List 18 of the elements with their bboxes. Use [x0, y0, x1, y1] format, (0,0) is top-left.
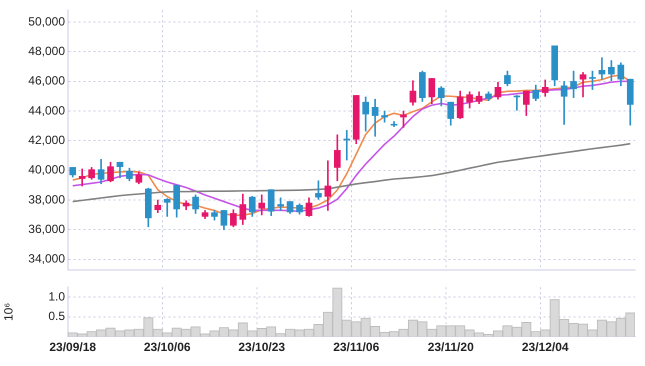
y-tick-label: 40,000 — [28, 162, 66, 177]
y-tick-label: 0.5 — [48, 309, 66, 324]
y-tick-label: 36,000 — [28, 222, 66, 236]
y-tick-label: 46,000 — [28, 74, 66, 88]
y-tick-label: 48,000 — [28, 44, 66, 58]
x-tick-label: 23/09/18 — [49, 340, 96, 354]
y-axis-title: 10⁶ — [2, 302, 16, 322]
x-tick-label: 23/10/06 — [144, 340, 191, 354]
y-tick-label: 50,000 — [28, 14, 66, 28]
y-tick-label: 44,000 — [28, 103, 66, 118]
y-tick-label: 38,000 — [28, 192, 66, 206]
x-tick-label: 23/11/06 — [333, 340, 380, 354]
y-tick-label: 42,000 — [28, 133, 66, 148]
y-tick-label: 34,000 — [28, 252, 66, 266]
x-tick-label: 23/10/23 — [238, 340, 286, 354]
y-tick-label: 1.0 — [48, 289, 66, 304]
x-tick-label: 23/11/20 — [428, 340, 474, 354]
x-tick-label: 23/12/04 — [522, 340, 569, 354]
